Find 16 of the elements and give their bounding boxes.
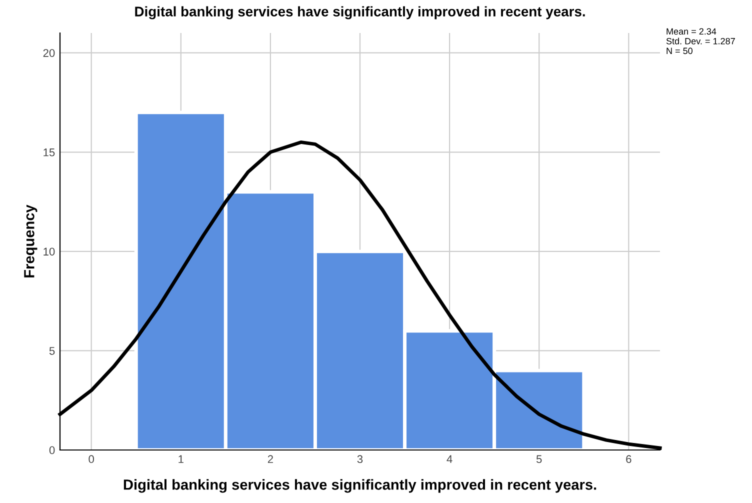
x-tick-label: 5 [536,455,542,464]
text: Mean = 2.34 Std. Dev. = 1.287 N = 50 [666,28,735,54]
y-tick-label: 20 [43,49,55,57]
x-tick-label: 4 [446,455,452,463]
chart-title: Digital banking services have significantly improved in recent years. [135,6,585,20]
x-axis-title: Digital banking services have significantly improved in recent years. [124,479,596,493]
x-tick-label: 6 [626,455,632,464]
x-tick-label: 1 [178,455,184,463]
y-tick-label: 15 [44,148,55,156]
x-tick-label: 2 [268,455,273,463]
y-tick-label: 10 [44,248,55,256]
y-tick-label: 5 [49,347,55,355]
y-tick-label: 0 [49,446,55,454]
x-tick-label: 0 [88,455,94,464]
y-axis-title: Frequency [24,204,38,278]
x-tick-label: 3 [357,455,363,464]
